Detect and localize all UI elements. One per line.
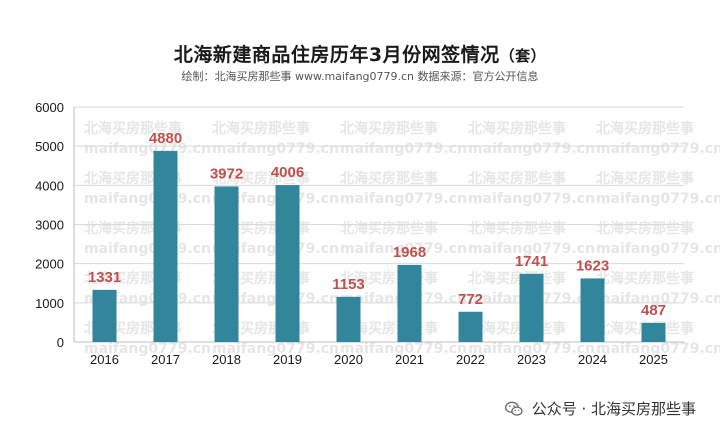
watermark-en: maifang0779.cn	[84, 141, 211, 157]
data-label: 1968	[393, 244, 426, 261]
watermark-cn: 北海买房那些事	[468, 220, 566, 237]
watermark-en: maifang0779.cn	[596, 141, 720, 157]
y-tick-label: 5000	[35, 139, 64, 154]
chart-title-text: 北海新建商品住房历年3月份网签情况	[173, 44, 500, 66]
wechat-icon	[504, 401, 523, 416]
watermark-cn: 北海买房那些事	[340, 120, 438, 137]
bar	[397, 264, 422, 342]
watermark-cn: 北海买房那些事	[468, 320, 566, 337]
watermark-en: maifang0779.cn	[596, 191, 720, 207]
watermark-en: maifang0779.cn	[340, 141, 467, 157]
y-tick-label: 3000	[35, 218, 64, 233]
watermark-cn: 北海买房那些事	[596, 120, 694, 137]
x-tick-label: 2021	[395, 352, 424, 367]
watermark-en: maifang0779.cn	[468, 241, 595, 257]
bar	[580, 278, 605, 342]
bar	[641, 322, 666, 342]
watermark-en: maifang0779.cn	[212, 191, 339, 207]
data-label: 4880	[149, 130, 182, 147]
watermark-cn: 北海买房那些事	[468, 270, 566, 287]
watermark-en: maifang0779.cn	[212, 241, 339, 257]
watermark-en: maifang0779.cn	[84, 191, 211, 207]
bar	[92, 289, 117, 342]
bar	[275, 185, 300, 342]
y-tick-label: 6000	[35, 100, 64, 115]
x-tick-label: 2020	[334, 352, 363, 367]
watermark-en: maifang0779.cn	[84, 341, 211, 357]
watermark-cn: 北海买房那些事	[212, 120, 310, 137]
watermark-cn: 北海买房那些事	[468, 170, 566, 187]
data-label: 1741	[515, 253, 548, 270]
watermark-en: maifang0779.cn	[84, 241, 211, 257]
watermark-en: maifang0779.cn	[468, 191, 595, 207]
bar	[519, 273, 544, 342]
watermark-cn: 北海买房那些事	[340, 170, 438, 187]
watermark-en: maifang0779.cn	[212, 341, 339, 357]
x-tick-label: 2022	[456, 352, 485, 367]
data-label: 772	[458, 291, 483, 308]
x-tick-label: 2023	[517, 352, 546, 367]
footer-brand: 公众号 · 北海买房那些事	[504, 398, 696, 419]
data-label: 3972	[210, 165, 243, 182]
y-tick-label: 0	[57, 335, 64, 350]
bar	[214, 186, 239, 342]
watermark-cn: 北海买房那些事	[596, 220, 694, 237]
watermark-en: maifang0779.cn	[340, 341, 467, 357]
footer-text: 公众号 · 北海买房那些事	[531, 400, 696, 418]
watermark-cn: 北海买房那些事	[468, 120, 566, 137]
bar	[458, 311, 483, 342]
watermark-en: maifang0779.cn	[340, 191, 467, 207]
watermark-en: maifang0779.cn	[340, 241, 467, 257]
watermark-en: maifang0779.cn	[468, 341, 595, 357]
x-tick-label: 2017	[151, 352, 180, 367]
data-label: 1623	[576, 257, 609, 274]
data-label: 4006	[271, 164, 304, 181]
y-tick-label: 2000	[35, 257, 64, 272]
watermark-cn: 北海买房那些事	[212, 170, 310, 187]
data-label: 487	[641, 302, 666, 319]
chart-title-unit: （套）	[499, 47, 547, 65]
watermark-en: maifang0779.cn	[468, 141, 595, 157]
bar	[153, 150, 178, 342]
x-tick-label: 2016	[90, 352, 119, 367]
watermark-en: maifang0779.cn	[212, 141, 339, 157]
chart-title: 北海新建商品住房历年3月份网签情况（套）	[0, 40, 720, 67]
x-tick-label: 2018	[212, 352, 241, 367]
x-tick-label: 2019	[273, 352, 302, 367]
watermark-en: maifang0779.cn	[596, 241, 720, 257]
data-label: 1153	[332, 276, 365, 293]
watermark-cn: 北海买房那些事	[596, 170, 694, 187]
watermark-cn: 北海买房那些事	[596, 270, 694, 287]
x-tick-label: 2024	[578, 352, 607, 367]
watermark-cn: 北海买房那些事	[340, 220, 438, 237]
y-tick-label: 1000	[35, 296, 64, 311]
watermark-en: maifang0779.cn	[596, 341, 720, 357]
watermark-cn: 北海买房那些事	[84, 120, 182, 137]
data-label: 1331	[88, 269, 121, 286]
chart-subtitle: 绘制：北海买房那些事 www.maifang0779.cn 数据来源：官方公开信…	[181, 70, 539, 83]
x-tick-label: 2025	[639, 352, 668, 367]
bar	[336, 296, 361, 342]
y-tick-label: 4000	[35, 178, 64, 193]
